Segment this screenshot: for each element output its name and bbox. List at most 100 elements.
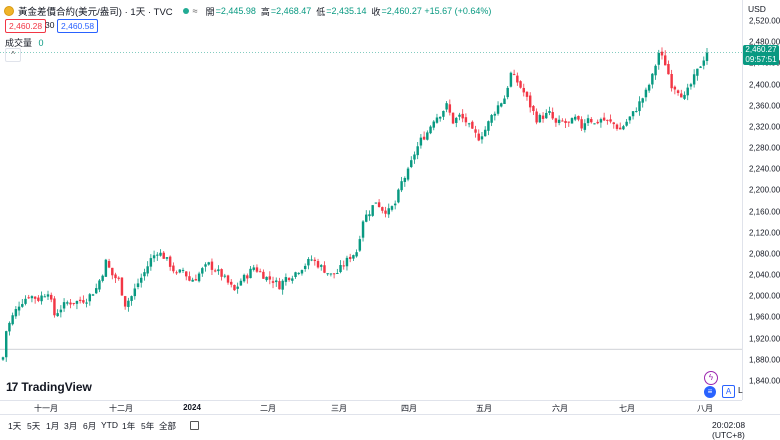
candle-body <box>625 121 628 126</box>
candle-body <box>651 73 654 85</box>
candle-body <box>345 257 349 267</box>
candle-body <box>461 113 464 119</box>
volume-legend: 成交量 0 <box>5 36 44 49</box>
candle-body <box>644 89 648 98</box>
candle-body <box>146 266 149 274</box>
range-1d-button[interactable]: 1天 <box>8 421 22 431</box>
lightning-icon[interactable]: ϟ <box>704 371 718 385</box>
candle-body <box>474 129 477 133</box>
candle-body <box>471 121 474 129</box>
candle-body <box>313 259 317 262</box>
range-5d-button[interactable]: 5天 <box>27 421 41 431</box>
range-1m-button[interactable]: 1月 <box>46 421 60 431</box>
candle-body <box>635 111 638 113</box>
range-6m-button[interactable]: 6月 <box>83 421 97 431</box>
candle-body <box>397 189 400 203</box>
calendar-icon[interactable] <box>190 421 199 430</box>
auto-scale-button[interactable]: A <box>722 385 735 398</box>
symbol-title[interactable]: 黃金差價合約(美元/盎司) · 1天 · TVC <box>18 7 173 18</box>
clock-timezone[interactable]: 20:02:08 (UTC+8) <box>712 420 746 440</box>
price-axis-label: 2,040.00 <box>749 270 780 280</box>
collapse-legend-button[interactable]: ^ <box>5 48 21 62</box>
candle-body <box>104 259 108 277</box>
candle-body <box>683 94 686 99</box>
candle-body <box>586 118 590 124</box>
flag-icon[interactable]: ≡ <box>704 386 716 398</box>
candle-body <box>207 262 210 265</box>
candle-body <box>1 357 5 360</box>
currency-label[interactable]: USD <box>748 4 766 14</box>
candle-body <box>72 302 75 304</box>
candle-body <box>14 309 18 317</box>
chart-area[interactable] <box>0 0 742 400</box>
candle-body <box>152 255 156 259</box>
candle-body <box>21 304 24 307</box>
candlestick-chart[interactable] <box>0 0 742 400</box>
buy-price-button[interactable]: 2,460.58 <box>57 19 99 33</box>
candle-body <box>252 267 255 270</box>
candle-body <box>294 272 297 277</box>
tradingview-logo[interactable]: 17 TradingView <box>6 380 92 394</box>
time-axis-label: 二月 <box>260 404 276 413</box>
volume-label: 成交量 <box>5 38 33 48</box>
candle-body <box>217 269 220 272</box>
range-all-button[interactable]: 全部 <box>159 421 177 431</box>
candle-body <box>509 72 513 87</box>
candle-body <box>85 302 88 304</box>
candle-body <box>368 214 371 217</box>
open-value: =2,445.98 <box>215 6 256 16</box>
range-3m-button[interactable]: 3月 <box>64 421 78 431</box>
candle-body <box>239 280 243 286</box>
candle-body <box>75 300 79 304</box>
candle-body <box>287 277 291 281</box>
candle-body <box>631 111 635 117</box>
candle-body <box>326 273 329 275</box>
candle-body <box>316 261 320 268</box>
market-status-icon[interactable] <box>182 8 189 14</box>
candle-body <box>545 112 548 119</box>
log-scale-button[interactable]: L <box>738 385 743 395</box>
candle-body <box>365 214 368 222</box>
candle-body <box>303 265 307 270</box>
candle-body <box>438 116 442 119</box>
candle-body <box>654 65 657 76</box>
candle-body <box>673 86 677 90</box>
candle-body <box>618 127 622 130</box>
candle-body <box>638 101 641 112</box>
candle-body <box>570 118 574 124</box>
price-axis-label: 2,320.00 <box>749 122 780 132</box>
time-axis[interactable] <box>0 400 742 415</box>
price-axis[interactable] <box>742 0 780 400</box>
candle-body <box>506 87 509 98</box>
candle-body <box>602 117 606 121</box>
range-1y-button[interactable]: 1年 <box>122 421 136 431</box>
range-5y-button[interactable]: 5年 <box>141 421 155 431</box>
last-price-tag: 2,460.27 09:57:51 <box>743 45 779 65</box>
candle-body <box>27 297 30 299</box>
candle-body <box>53 298 56 316</box>
candle-body <box>599 119 603 123</box>
candle-body <box>258 271 262 273</box>
candle-body <box>516 75 519 83</box>
candle-body <box>88 294 92 302</box>
candle-body <box>62 302 66 309</box>
last-price-value: 2,460.27 <box>745 45 777 54</box>
candle-body <box>114 274 117 279</box>
price-axis-label: 2,120.00 <box>749 228 780 238</box>
range-ytd-button[interactable]: YTD <box>101 420 118 430</box>
candle-body <box>512 74 516 76</box>
price-axis-label: 2,280.00 <box>749 143 780 153</box>
candle-body <box>275 280 278 283</box>
candle-body <box>567 121 570 123</box>
wave-icon[interactable]: ≈ <box>192 6 198 16</box>
countdown-timer: 09:57:51 <box>745 55 777 64</box>
price-axis-label: 2,360.00 <box>749 101 780 111</box>
sell-price-button[interactable]: 2,460.28 <box>5 19 47 33</box>
candle-body <box>577 115 580 120</box>
candle-body <box>66 302 69 304</box>
candle-body <box>381 207 384 211</box>
candle-body <box>320 265 323 267</box>
time-axis-label: 八月 <box>697 404 713 413</box>
candle-body <box>4 331 8 358</box>
tradingview-logo-icon: 17 <box>6 380 18 394</box>
